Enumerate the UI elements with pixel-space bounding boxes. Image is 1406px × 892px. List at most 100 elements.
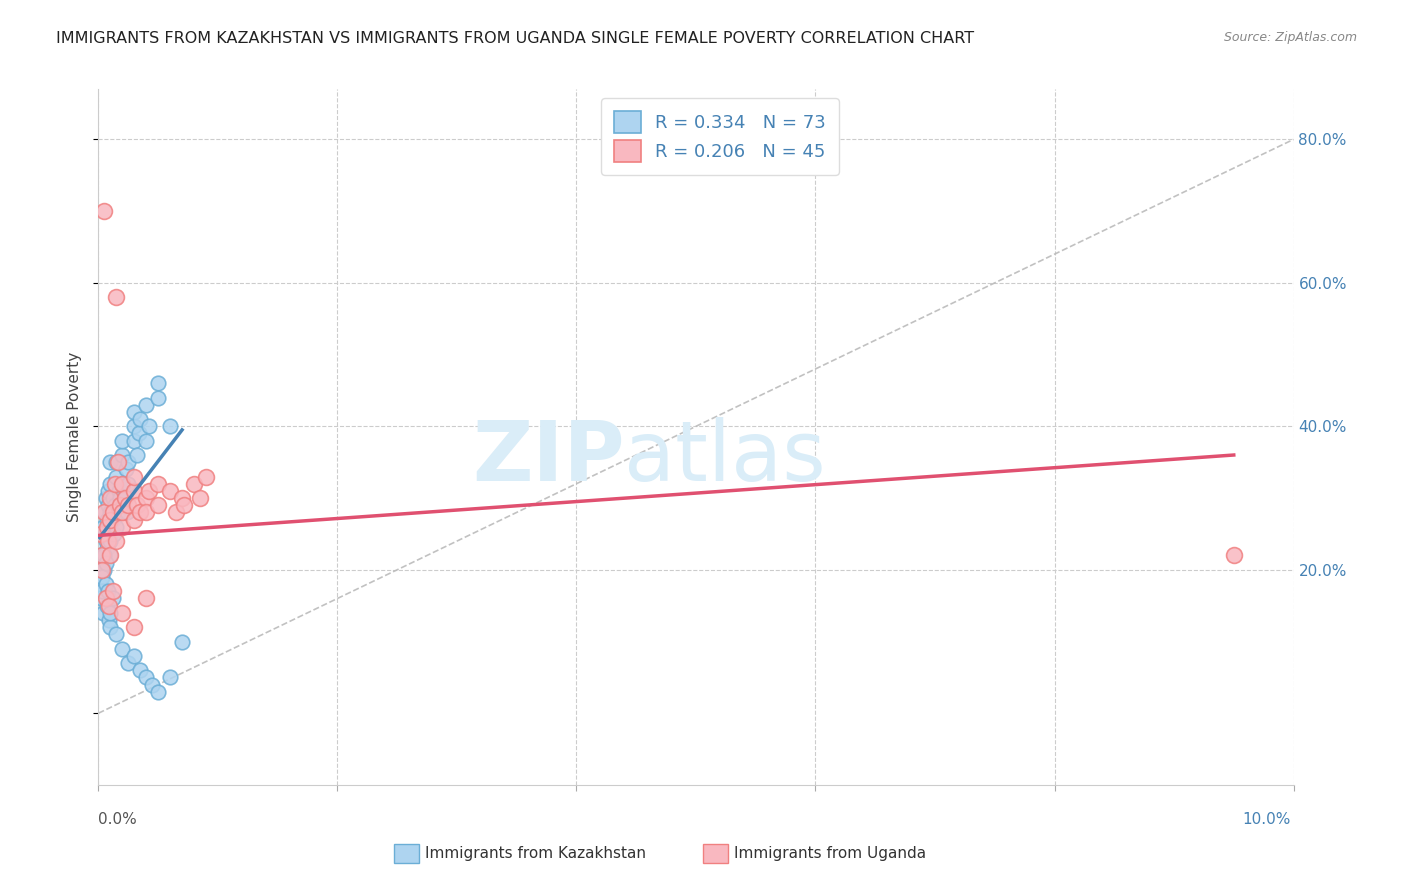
Point — [90, 591, 112, 606]
Point — [90, 527, 112, 541]
Point — [91, 520, 114, 534]
Point — [125, 498, 148, 512]
Point — [101, 505, 124, 519]
Text: 0.0%: 0.0% — [98, 812, 138, 827]
Text: Source: ZipAtlas.com: Source: ZipAtlas.com — [1223, 31, 1357, 45]
Point — [98, 599, 121, 613]
Point — [98, 549, 122, 563]
Point — [117, 476, 139, 491]
Point — [111, 505, 134, 519]
Text: Immigrants from Uganda: Immigrants from Uganda — [734, 847, 927, 861]
Point — [148, 476, 170, 491]
Point — [105, 469, 128, 483]
Point — [101, 584, 124, 599]
Point — [183, 476, 205, 491]
Point — [117, 455, 139, 469]
Point — [105, 534, 128, 549]
Point — [107, 505, 129, 519]
Point — [148, 498, 170, 512]
Point — [148, 391, 170, 405]
Point — [124, 419, 146, 434]
Point — [98, 534, 122, 549]
Point — [124, 469, 146, 483]
Point — [91, 563, 114, 577]
Point — [94, 577, 117, 591]
Point — [98, 606, 122, 620]
Point — [111, 476, 134, 491]
Point — [159, 670, 181, 684]
Point — [97, 584, 120, 599]
Point — [124, 483, 146, 498]
Point — [96, 599, 118, 613]
Point — [91, 584, 114, 599]
Point — [135, 398, 157, 412]
Point — [135, 670, 157, 684]
Point — [124, 620, 146, 634]
Point — [159, 419, 181, 434]
Point — [98, 476, 122, 491]
Point — [114, 491, 136, 505]
Point — [105, 627, 128, 641]
Point — [105, 455, 128, 469]
Point — [141, 677, 163, 691]
Point — [104, 476, 127, 491]
Point — [96, 512, 118, 526]
Point — [94, 591, 117, 606]
Point — [104, 498, 127, 512]
Point — [98, 549, 122, 563]
Point — [94, 534, 117, 549]
Point — [111, 606, 134, 620]
Point — [101, 591, 124, 606]
Point — [91, 549, 114, 563]
Point — [111, 498, 134, 512]
Point — [98, 491, 122, 505]
Point — [89, 577, 111, 591]
Text: Immigrants from Kazakhstan: Immigrants from Kazakhstan — [425, 847, 645, 861]
Point — [94, 491, 117, 505]
Point — [105, 520, 128, 534]
Point — [93, 505, 115, 519]
Point — [148, 684, 170, 698]
Point — [98, 520, 121, 534]
Point — [98, 620, 122, 634]
Point — [91, 606, 114, 620]
Point — [165, 505, 187, 519]
Point — [135, 505, 157, 519]
Point — [117, 498, 139, 512]
Point — [111, 448, 134, 462]
Point — [1223, 549, 1246, 563]
Text: IMMIGRANTS FROM KAZAKHSTAN VS IMMIGRANTS FROM UGANDA SINGLE FEMALE POVERTY CORRE: IMMIGRANTS FROM KAZAKHSTAN VS IMMIGRANTS… — [56, 31, 974, 46]
Point — [135, 434, 157, 448]
Point — [114, 491, 136, 505]
Point — [93, 505, 115, 519]
Point — [115, 505, 138, 519]
Point — [108, 498, 131, 512]
Point — [124, 512, 146, 526]
Point — [159, 483, 181, 498]
Point — [124, 405, 146, 419]
Point — [101, 491, 124, 505]
Point — [97, 498, 120, 512]
Y-axis label: Single Female Poverty: Single Female Poverty — [67, 352, 83, 522]
Point — [125, 448, 148, 462]
Point — [107, 483, 129, 498]
Legend: R = 0.334   N = 73, R = 0.206   N = 45: R = 0.334 N = 73, R = 0.206 N = 45 — [602, 98, 838, 175]
Point — [173, 498, 195, 512]
Point — [111, 641, 134, 656]
Point — [111, 520, 134, 534]
Point — [138, 419, 160, 434]
Point — [129, 505, 152, 519]
Point — [98, 455, 122, 469]
Point — [115, 462, 138, 476]
Point — [96, 520, 118, 534]
Point — [108, 491, 131, 505]
Point — [93, 563, 115, 577]
Point — [91, 549, 114, 563]
Point — [129, 412, 152, 426]
Point — [138, 483, 160, 498]
Point — [129, 663, 152, 677]
Point — [148, 376, 170, 391]
Point — [124, 648, 146, 663]
Point — [103, 527, 125, 541]
Point — [98, 512, 122, 526]
